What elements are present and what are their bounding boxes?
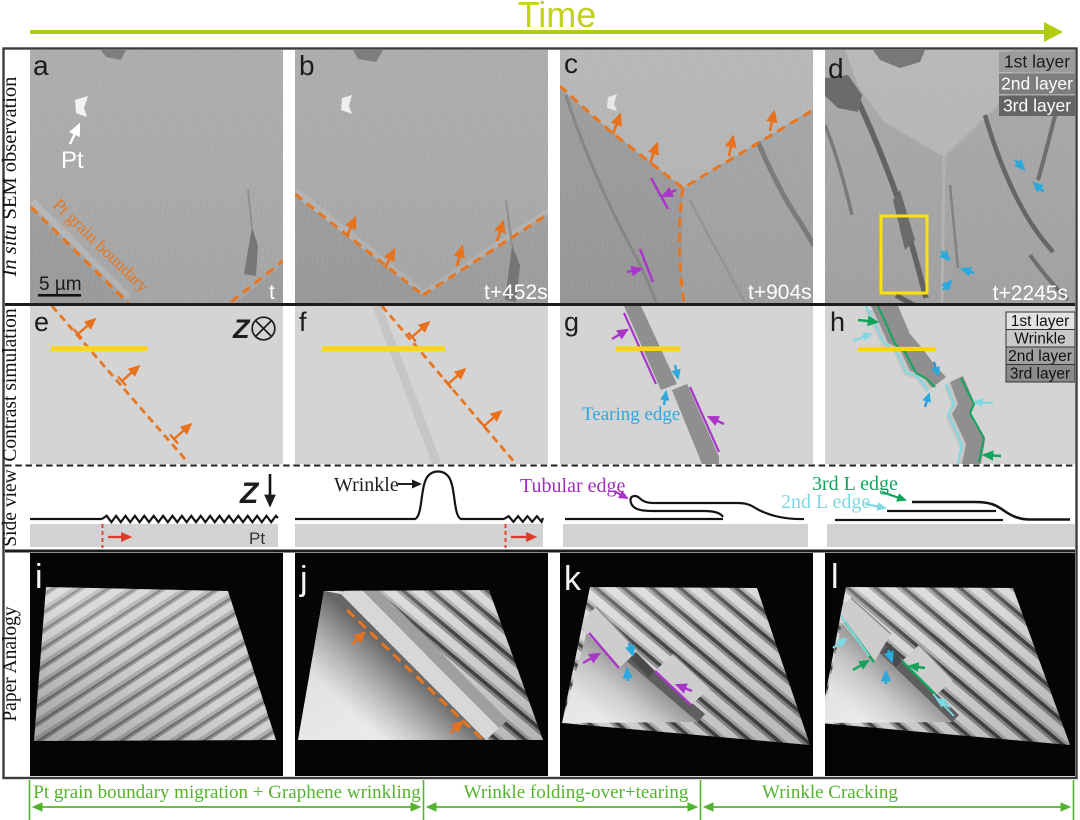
svg-text:Z: Z [232,314,251,344]
svg-text:3rd layer: 3rd layer [1010,366,1070,383]
svg-text:Wrinkle: Wrinkle [1014,331,1065,348]
svg-text:l: l [831,558,839,596]
svg-text:2nd layer: 2nd layer [1008,348,1072,365]
svg-text:Paper Analogy: Paper Analogy [0,606,21,722]
svg-text:3rd L edge: 3rd L edge [812,473,898,495]
svg-text:1st layer: 1st layer [1011,313,1070,330]
svg-text:t+452s: t+452s [484,281,548,304]
svg-text:i: i [35,558,43,596]
svg-text:d: d [828,53,844,84]
svg-text:t+904s: t+904s [748,281,812,304]
svg-text:5 µm: 5 µm [39,274,82,295]
svg-text:t: t [269,281,275,304]
svg-text:a: a [33,50,49,81]
svg-text:2nd layer: 2nd layer [1001,74,1073,94]
svg-text:g: g [564,307,579,337]
svg-text:Tubular edge: Tubular edge [520,475,625,497]
svg-text:Z: Z [239,477,260,510]
svg-text:Pt grain boundary migration +: Pt grain boundary migration + Graphene w… [33,782,421,803]
svg-text:3rd layer: 3rd layer [1003,96,1071,116]
svg-text:Wrinkle folding-over+tearing: Wrinkle folding-over+tearing [464,782,689,803]
svg-text:Pt: Pt [249,529,265,548]
svg-text:Wrinkle Cracking: Wrinkle Cracking [762,782,898,803]
svg-text:2nd L edge: 2nd L edge [781,491,870,513]
svg-text:Wrinkle: Wrinkle [334,474,399,496]
svg-text:Side view: Side view [0,469,21,546]
svg-text:Contrast simulation: Contrast simulation [0,308,21,462]
svg-text:t+2245s: t+2245s [993,282,1068,305]
svg-text:1st layer: 1st layer [1004,52,1070,72]
svg-text:Pt: Pt [61,147,84,174]
svg-text:f: f [299,307,307,337]
svg-text:h: h [830,307,845,337]
svg-text:In situ SEM observation: In situ SEM observation [0,77,21,278]
svg-text:Time: Time [518,0,597,35]
svg-text:c: c [564,48,578,79]
svg-text:e: e [34,307,49,337]
svg-text:b: b [299,50,315,81]
svg-text:k: k [564,560,582,598]
svg-text:j: j [299,560,308,598]
svg-text:Tearing edge: Tearing edge [582,404,680,425]
